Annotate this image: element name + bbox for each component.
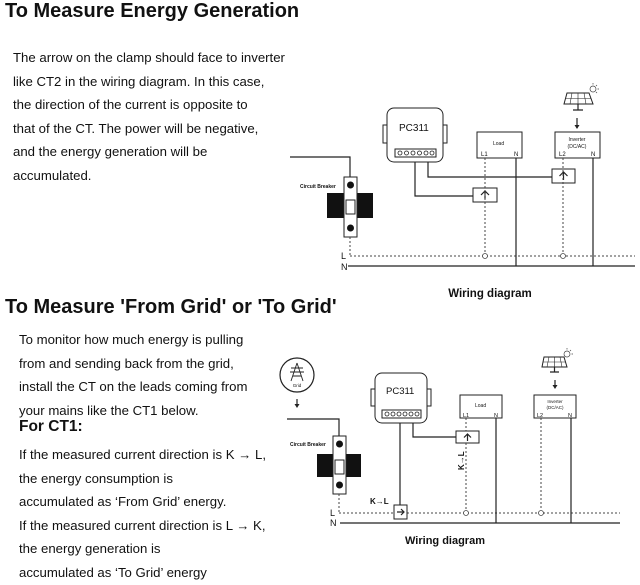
text-line: accumulated as ‘To Grid’ energy [19,564,207,580]
grid-icon: Grid [279,357,315,393]
inverter-box: Inverter (DC/AC) L2 N [533,394,577,419]
circuit-breaker-icon [327,176,373,238]
section1-description: The arrow on the clamp should face to in… [13,46,285,187]
ct2-wire [412,423,456,438]
load-label: Load [475,403,486,409]
inverter-label: Inverter [547,399,563,404]
section2-intro: To monitor how much energy is pulling fr… [19,328,247,422]
text-line: your mains like the CT1 below. [19,402,199,418]
text-line: the energy consumption is [19,470,173,486]
ct2-clamp [455,430,480,444]
inverter-type: (DC/AC) [547,405,564,410]
device-label: PC311 [386,386,414,397]
section2-title: To Measure 'From Grid' or 'To Grid' [5,296,337,318]
solar-panel-icon [541,348,573,373]
ct1-wire [414,162,473,197]
n-label: N [330,518,337,528]
text-line: accumulated. [13,167,92,183]
ct1-description: If the measured current direction is K →… [19,443,266,584]
solar-panel-icon [563,83,599,111]
text-line: The arrow on the clamp should face to in… [13,50,285,65]
text-line: accumulated as ‘From Grid’ energy. [19,494,227,509]
diagram-caption: Wiring diagram [405,535,485,547]
text-line: To monitor how much energy is pulling [19,332,244,347]
diagram-caption: Wiring diagram [448,288,532,300]
n-terminal-label: N [591,152,595,158]
section1-title: To Measure Energy Generation [5,0,300,22]
load-box: Load L1 N [476,131,523,159]
text-line: that of the CT. The power will be negati… [13,120,259,136]
text-line: and the energy generation will be [13,144,208,159]
ct1-clamp [393,504,408,520]
load-label: Load [493,141,504,147]
wiring-diagram-2: Grid Circuit Breaker L N PC311 [279,348,620,547]
breaker-label: Circuit Breaker [300,184,336,190]
l2-label: L2 [537,413,543,419]
pc311-device: PC311 [370,372,432,424]
live-line [349,237,635,257]
ct2-wire [427,162,552,178]
n-terminal-label: N [568,413,572,419]
text-line: the direction of the current is opposite… [13,97,248,112]
ct1-subheading: For CT1: [19,418,83,435]
grid-label: Grid [293,383,302,388]
l-label: L [341,251,346,261]
circuit-breaker-icon [317,435,361,495]
inverter-box: Inverter (DC/AC) L2 N [554,131,601,159]
n-terminal-label: N [514,152,518,158]
l-label: L [330,508,335,518]
inverter-type: (DC/AC) [568,144,587,150]
wiring-diagram-1: Circuit Breaker L N PC311 [290,83,635,300]
live-line [338,494,620,514]
text-line: like CT2 in the wiring diagram. In this … [13,73,265,89]
text-line: from and sending back from the grid, [19,355,234,371]
l2-label: L2 [559,152,566,158]
n-terminal-label: N [494,413,498,419]
inverter-label: Inverter [569,137,586,143]
text-line: the energy generation is [19,541,161,556]
supply-wire [290,156,351,177]
device-label: PC311 [399,123,429,134]
text-line: If the measured current direction is K →… [19,447,267,462]
l1-label: L1 [481,152,488,158]
ct1-direction-label: K→L [370,497,389,506]
pc311-device: PC311 [382,107,448,163]
l1-label: L1 [463,413,469,419]
load-box: Load L1 N [459,394,503,419]
text-line: If the measured current direction is L →… [19,517,266,533]
text-line: install the CT on the leads coming from [19,379,248,394]
breaker-label: Circuit Breaker [290,442,326,448]
supply-wire [287,418,340,436]
n-label: N [341,262,348,272]
ct2-direction-label: K→L [457,451,466,470]
